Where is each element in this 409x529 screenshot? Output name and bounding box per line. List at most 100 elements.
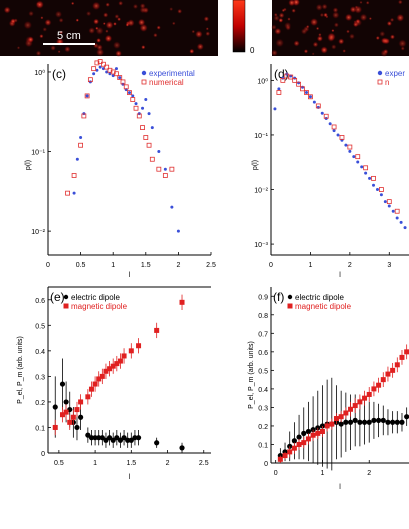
y-tick-label: 10⁰ <box>257 77 268 85</box>
x-tick-label: 0 <box>269 262 273 269</box>
y-tick-label: 10⁻³ <box>254 242 268 249</box>
data-point <box>96 376 102 382</box>
data-point <box>403 226 407 230</box>
field-spot <box>139 6 147 14</box>
data-point <box>310 432 316 438</box>
data-point <box>147 112 151 116</box>
data-point <box>128 91 131 95</box>
field-spot <box>283 21 292 30</box>
data-point <box>169 166 175 172</box>
data-point <box>391 209 395 213</box>
data-point <box>404 349 409 355</box>
data-point <box>320 111 324 115</box>
data-point <box>118 76 122 80</box>
data-point <box>336 133 340 137</box>
data-point <box>92 435 98 441</box>
x-axis-label: l <box>129 272 131 279</box>
field-spot <box>349 33 355 40</box>
data-point <box>343 410 349 416</box>
series-numerical <box>65 59 175 196</box>
data-point <box>140 125 145 130</box>
legend-label: magnetic dipole <box>295 302 352 311</box>
field-spot <box>389 34 396 40</box>
data-point <box>170 205 174 209</box>
data-point <box>81 113 87 119</box>
data-point <box>92 381 98 387</box>
data-point <box>146 142 152 148</box>
field-spot <box>44 18 52 27</box>
data-point <box>338 421 344 427</box>
data-point <box>296 81 302 87</box>
data-point <box>291 445 297 451</box>
field-spot <box>71 1 75 6</box>
data-point <box>404 414 409 420</box>
field-spot <box>103 12 109 18</box>
data-point <box>67 419 73 425</box>
data-point <box>375 417 382 423</box>
data-point <box>380 377 386 383</box>
field-spot <box>114 14 120 19</box>
data-point <box>85 394 91 400</box>
data-point <box>356 160 360 164</box>
data-point <box>277 87 281 91</box>
field-spot <box>93 18 100 25</box>
data-point <box>387 204 391 208</box>
data-point <box>143 135 149 140</box>
data-point <box>390 367 396 373</box>
field-spot <box>189 48 195 54</box>
data-point <box>296 441 302 447</box>
data-point <box>106 435 113 441</box>
panel-label: (e) <box>50 290 65 304</box>
legend-marker <box>63 303 69 309</box>
data-point <box>296 434 302 440</box>
field-spot <box>383 48 389 55</box>
data-point <box>128 437 134 443</box>
data-point <box>95 68 99 72</box>
field-spot <box>315 3 323 11</box>
data-point <box>133 105 139 111</box>
data-point <box>395 216 399 220</box>
data-point <box>304 90 309 95</box>
data-point <box>292 77 298 83</box>
data-point <box>300 86 305 92</box>
field-spot <box>311 52 315 56</box>
field-spot <box>105 29 109 33</box>
data-point <box>352 155 356 159</box>
data-point <box>362 395 368 401</box>
data-point <box>91 66 97 72</box>
data-point <box>136 343 142 349</box>
data-point <box>316 105 320 109</box>
field-spot <box>321 3 328 10</box>
field-spot <box>342 49 347 53</box>
y-tick-label: 0.3 <box>35 374 45 381</box>
series-magnetic-dipole <box>52 294 185 436</box>
x-tick-label: 0 <box>46 262 50 269</box>
data-point <box>333 416 339 422</box>
x-axis-label: l <box>129 474 131 481</box>
data-point <box>135 435 142 441</box>
field-spot <box>316 35 324 42</box>
field-spot <box>75 18 80 22</box>
data-point <box>312 100 316 104</box>
data-point <box>154 327 160 333</box>
data-point <box>121 353 127 359</box>
data-point <box>357 419 363 425</box>
data-point <box>117 437 124 443</box>
x-tick-label: 1.5 <box>126 460 136 467</box>
x-tick-label: 1 <box>308 262 312 269</box>
data-point <box>87 77 93 83</box>
y-tick-label: 0.1 <box>35 425 45 432</box>
x-tick-label: 2.5 <box>206 262 216 269</box>
data-point <box>131 94 135 98</box>
data-point <box>378 187 384 192</box>
legend-label: electric dipole <box>295 293 344 302</box>
data-point <box>361 419 368 425</box>
data-point <box>343 419 349 425</box>
field-spot <box>28 10 34 17</box>
x-tick-label: 1.5 <box>141 262 151 269</box>
data-point <box>347 144 353 150</box>
data-point <box>117 75 123 80</box>
field-spot <box>169 7 174 12</box>
field-spot <box>96 37 102 43</box>
